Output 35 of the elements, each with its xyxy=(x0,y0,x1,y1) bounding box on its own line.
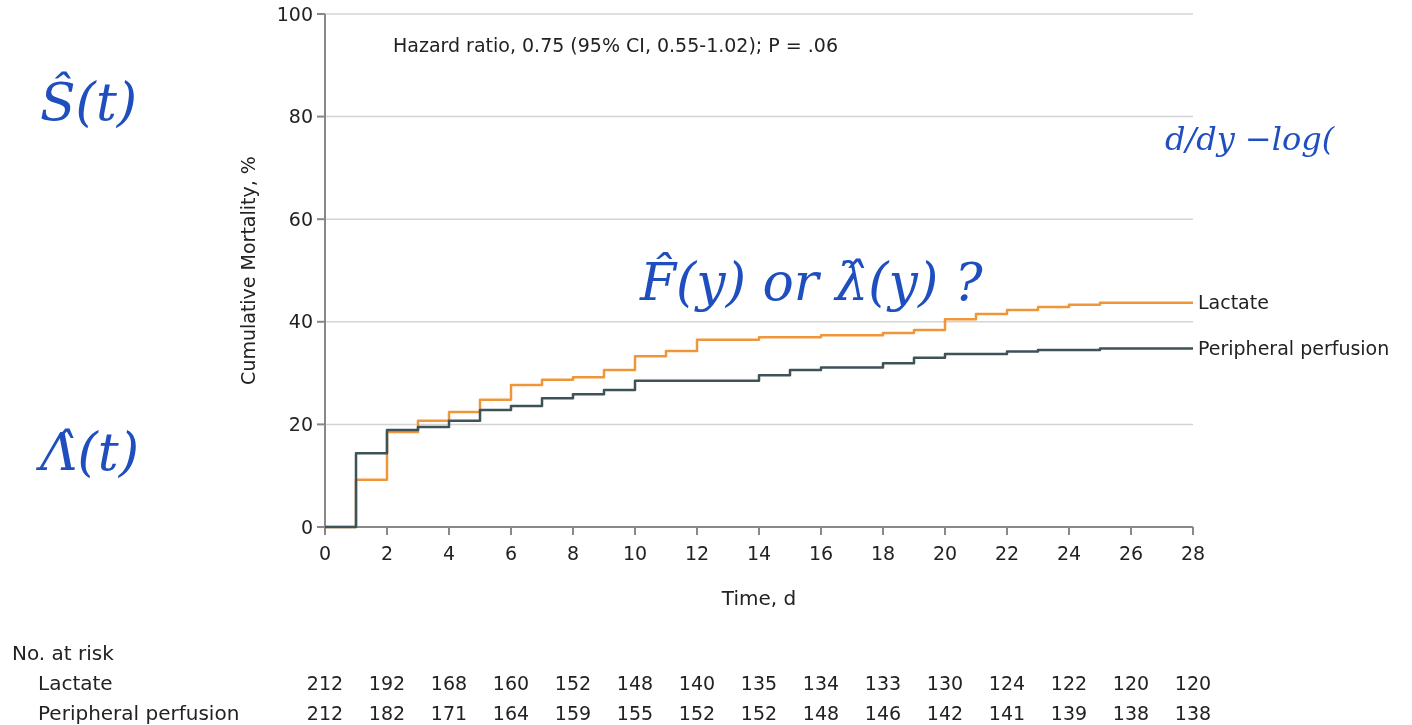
x-tick-label: 4 xyxy=(442,542,456,564)
x-tick-label: 16 xyxy=(808,542,834,564)
y-tick-label: 40 xyxy=(288,310,313,333)
text: 212 192 168 160 152 148 140 135 134 133 130 124 122 120 120 xyxy=(306,672,1212,694)
y-tick-label: 60 xyxy=(288,207,313,230)
x-tick-label: 14 xyxy=(746,542,772,564)
text: Λ̂(t) xyxy=(36,422,140,482)
text: No. at risk xyxy=(12,641,115,665)
x-tick-label: 6 xyxy=(504,542,518,564)
x-tick-label: 22 xyxy=(994,542,1020,564)
x-tick-label: 20 xyxy=(932,542,958,564)
x-tick-label: 2 xyxy=(380,542,394,564)
series-label: Lactate xyxy=(1198,291,1269,314)
y-tick-label: 20 xyxy=(288,413,313,436)
y-tick-label: 100 xyxy=(276,2,313,25)
x-axis-title: Time, d xyxy=(720,586,797,610)
annotation: d/dy −log( xyxy=(1165,120,1336,158)
series-label: Peripheral perfusion xyxy=(1198,337,1390,360)
text: Lactate xyxy=(38,671,113,695)
x-tick-label: 0 xyxy=(318,542,332,564)
x-tick-label: 8 xyxy=(566,542,580,564)
x-tick-label: 26 xyxy=(1118,542,1144,564)
annotation: F̂(y) or λ̂(y) ? xyxy=(639,251,984,312)
x-tick-label: 24 xyxy=(1056,542,1082,564)
y-axis-title: Cumulative Mortality, % xyxy=(237,156,259,385)
annotation: Hazard ratio, 0.75 (95% CI, 0.55-1.02); P = .06 xyxy=(393,34,838,56)
y-tick-label: 80 xyxy=(288,105,313,128)
text: Ŝ(t) xyxy=(40,71,138,132)
x-tick-label: 10 xyxy=(622,542,648,564)
text: 212 182 171 164 159 155 152 152 148 146 142 141 139 138 138 xyxy=(306,702,1212,724)
x-tick-label: 12 xyxy=(684,542,710,564)
x-tick-label: 18 xyxy=(870,542,896,564)
x-tick-label: 28 xyxy=(1180,542,1206,564)
text: Peripheral perfusion xyxy=(38,701,240,725)
y-tick-label: 0 xyxy=(300,515,313,538)
